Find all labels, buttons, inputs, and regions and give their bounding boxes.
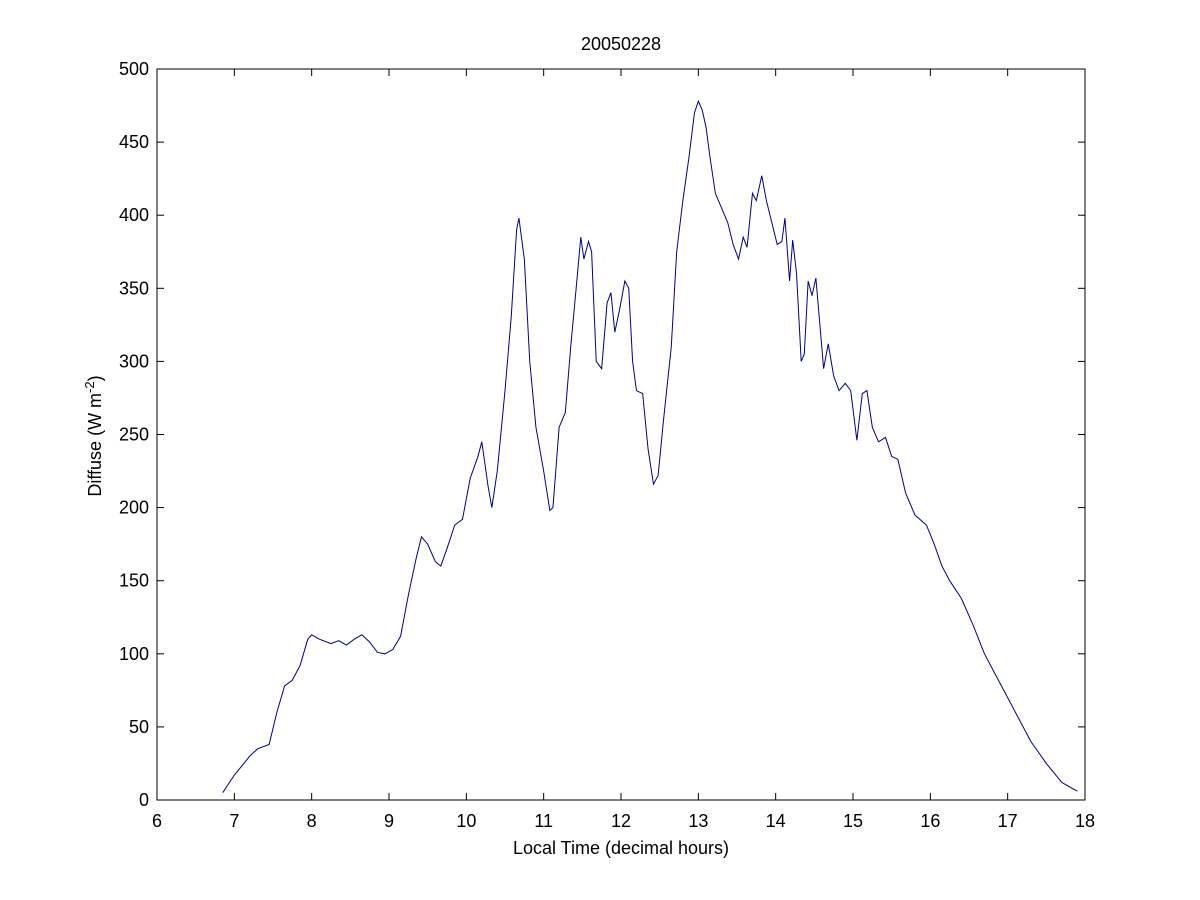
data-line — [222, 99, 1078, 793]
x-tick-label: 13 — [688, 811, 708, 831]
x-tick-label: 14 — [766, 811, 786, 831]
plot-area — [156, 68, 1086, 801]
y-tick-label: 250 — [119, 425, 149, 445]
chart-title: 20050228 — [581, 34, 661, 54]
y-tick-label: 400 — [119, 205, 149, 225]
x-tick-label: 9 — [384, 811, 394, 831]
y-tick-label: 350 — [119, 278, 149, 298]
y-tick-label: 300 — [119, 351, 149, 371]
y-tick-label: 0 — [139, 790, 149, 810]
y-tick-label: 450 — [119, 132, 149, 152]
y-axis-label: Diffuse (W m-2) — [82, 375, 105, 496]
x-tick-label: 11 — [534, 811, 553, 831]
y-tick-label: 150 — [119, 571, 149, 591]
x-tick-label: 8 — [307, 811, 317, 831]
x-tick-label: 15 — [843, 811, 863, 831]
y-tick-label: 50 — [129, 717, 149, 737]
x-tick-label: 16 — [920, 811, 940, 831]
x-tick-label: 17 — [998, 811, 1018, 831]
x-tick-label: 18 — [1075, 811, 1095, 831]
x-tick-label: 10 — [456, 811, 476, 831]
x-tick-label: 12 — [611, 811, 631, 831]
x-tick-label: 6 — [152, 811, 162, 831]
y-axis-label-suffix: ) — [85, 375, 105, 381]
y-tick-label: 200 — [119, 498, 149, 518]
y-tick-label: 500 — [119, 59, 149, 79]
y-axis-label-superscript: -2 — [82, 381, 97, 393]
x-tick-label: 7 — [229, 811, 239, 831]
y-axis-label-text: Diffuse (W m — [85, 393, 105, 497]
y-tick-label: 100 — [119, 644, 149, 664]
x-axis-label: Local Time (decimal hours) — [513, 838, 729, 858]
